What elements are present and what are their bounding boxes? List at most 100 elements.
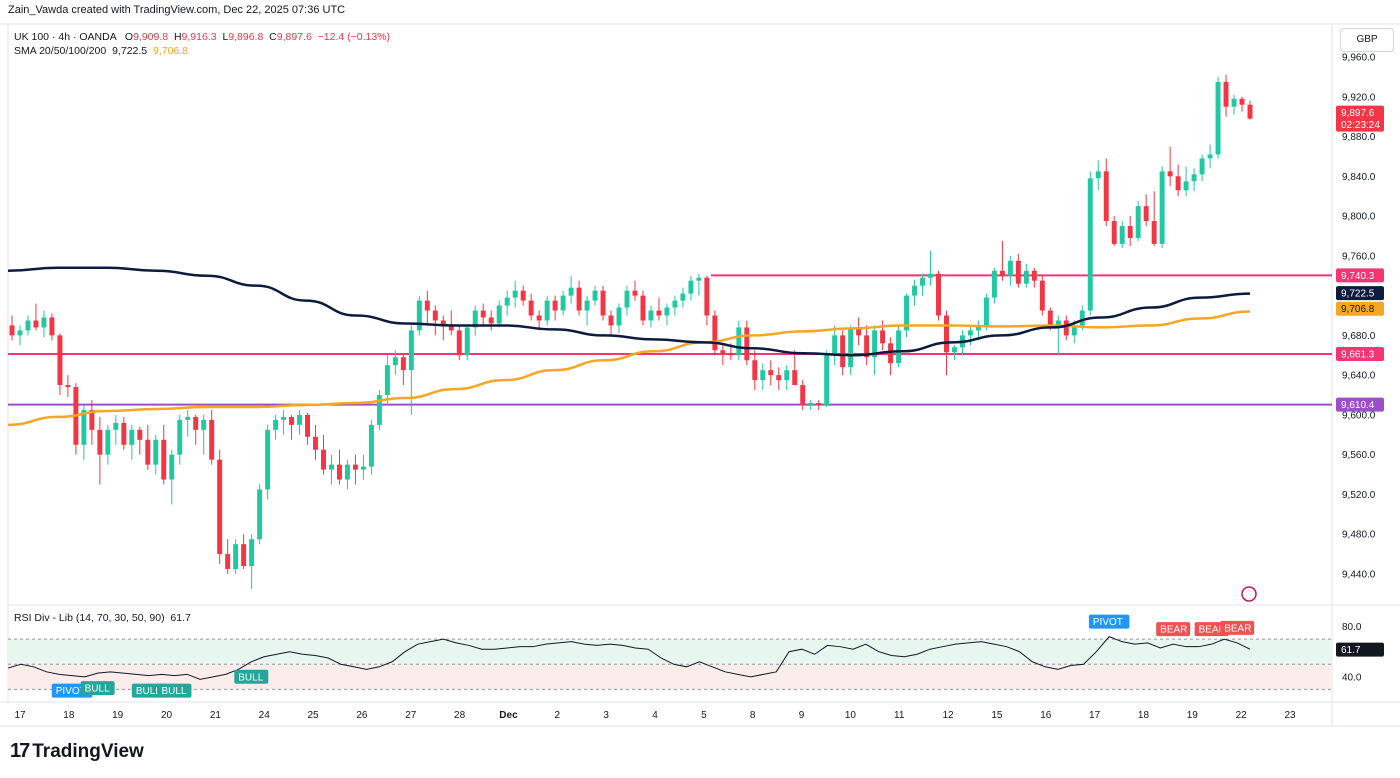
- x-tick-label: 16: [1040, 710, 1052, 721]
- candle-body: [400, 357, 406, 371]
- x-tick-label: 27: [405, 710, 417, 721]
- sma-gold-price-tag-bg: [1336, 301, 1384, 316]
- candle-body: [784, 370, 790, 381]
- candle-body: [975, 325, 981, 331]
- x-tick-label: 5: [701, 710, 707, 721]
- candle-body: [57, 335, 63, 386]
- change-value: −12.4 (−0.13%): [317, 31, 391, 43]
- candle-body: [416, 300, 422, 331]
- candle-body: [648, 310, 654, 321]
- candle-body: [249, 539, 255, 567]
- rsi-legend: RSI Div - Lib (14, 70, 30, 50, 90) 61.7: [14, 612, 191, 624]
- candle-body: [896, 330, 902, 364]
- candle-body: [576, 287, 582, 311]
- y-tick-label: 9,680.0: [1342, 331, 1376, 342]
- sma-value-dark: 9,722.5: [112, 45, 148, 57]
- x-tick-label: Dec: [499, 710, 518, 721]
- candle-body: [1007, 260, 1013, 276]
- candle-body: [1119, 226, 1125, 244]
- candle-body: [392, 357, 398, 366]
- brand-name: TradingView: [32, 740, 144, 762]
- candle-body: [983, 297, 989, 326]
- low-label: L: [222, 31, 229, 43]
- chart-legend: UK 100 · 4h · OANDA O9,909.8 H9,916.3 L9…: [14, 30, 390, 58]
- x-tick-label: 19: [1187, 710, 1199, 721]
- candle-body: [185, 416, 191, 420]
- candle-body: [696, 277, 702, 281]
- rsi-value: 61.7: [170, 612, 191, 624]
- candle-body: [999, 270, 1005, 276]
- rsi-signal-badge: [131, 683, 166, 698]
- x-tick-label: 26: [356, 710, 368, 721]
- candle-body: [600, 290, 606, 316]
- rsi-signal-badge: [1194, 622, 1229, 637]
- candle-body: [1103, 171, 1109, 222]
- tradingview-brand[interactable]: 17 TradingView: [10, 740, 144, 763]
- rsi-line: [7, 636, 1251, 680]
- candle-body: [760, 370, 766, 381]
- candle-body: [432, 310, 438, 321]
- candle-body: [920, 277, 926, 286]
- rsi-last-tag: 61.7: [1341, 645, 1361, 656]
- candle-body: [1247, 104, 1253, 119]
- x-tick-label: 20: [161, 710, 173, 721]
- candle-body: [832, 335, 838, 356]
- candle-body: [888, 343, 894, 364]
- candle-body: [1127, 226, 1133, 238]
- rsi-signal-label: BEAR: [1160, 625, 1187, 636]
- candle-body: [1199, 158, 1205, 175]
- sma-label[interactable]: SMA 20/50/100/200: [14, 45, 107, 57]
- y-tick-label: 9,520.0: [1342, 490, 1376, 501]
- rsi-signal-badge: [1156, 622, 1191, 637]
- candle-body: [928, 273, 933, 278]
- candle-body: [1167, 171, 1173, 177]
- candle-body: [233, 544, 239, 570]
- candle-body: [321, 449, 326, 470]
- rsi-label[interactable]: RSI Div - Lib (14, 70, 30, 50, 90): [14, 612, 165, 624]
- candle-body: [608, 315, 614, 326]
- sma-gold-line: [7, 310, 1251, 427]
- last-price-tag: 9,897.6: [1341, 108, 1375, 119]
- candle-body: [121, 422, 127, 445]
- x-tick-label: 21: [210, 710, 222, 721]
- candle-body: [912, 285, 918, 296]
- ohlc-row: UK 100 · 4h · OANDA O9,909.8 H9,916.3 L9…: [14, 30, 390, 44]
- candle-body: [1207, 154, 1213, 159]
- x-tick-label: 24: [259, 710, 271, 721]
- candle-body: [1191, 174, 1197, 182]
- candle-body: [680, 293, 686, 301]
- level-price-tag: 9,661.3: [1341, 349, 1375, 360]
- symbol-label[interactable]: UK 100 · 4h · OANDA: [14, 31, 117, 43]
- open-label: O: [124, 31, 134, 43]
- candle-body: [1143, 206, 1149, 222]
- level-price-tag: 9,610.4: [1341, 400, 1375, 411]
- candle-body: [1015, 260, 1021, 284]
- candle-body: [201, 419, 207, 430]
- candle-body: [752, 360, 758, 381]
- y-tick-label: 9,920.0: [1342, 92, 1376, 103]
- sma-value-gold: 9,706.8: [152, 45, 189, 57]
- candle-body: [145, 439, 151, 465]
- candle-body: [880, 330, 886, 344]
- level-price-tag: 9,740.3: [1341, 271, 1375, 282]
- candle-body: [952, 347, 957, 353]
- y-tick-label: 9,640.0: [1342, 371, 1376, 382]
- candle-body: [480, 310, 486, 318]
- candle-body: [273, 419, 279, 430]
- candle-body: [720, 350, 726, 354]
- candle-body: [552, 300, 558, 311]
- candle-body: [688, 280, 694, 294]
- candle-body: [632, 290, 638, 296]
- currency-button[interactable]: GBP: [1340, 28, 1394, 52]
- x-tick-label: 23: [1284, 710, 1296, 721]
- candle-body: [776, 375, 782, 381]
- candle-body: [848, 327, 854, 368]
- candle-body: [113, 422, 119, 430]
- candle-body: [153, 439, 159, 465]
- y-tick-label: 9,480.0: [1342, 530, 1376, 541]
- candle-body: [65, 385, 71, 388]
- candle-body: [1175, 176, 1181, 191]
- candle-body: [384, 365, 390, 396]
- candle-body: [864, 335, 870, 358]
